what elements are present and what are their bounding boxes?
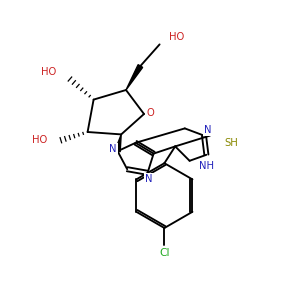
Polygon shape — [115, 134, 121, 152]
Text: Cl: Cl — [159, 248, 170, 258]
Text: HO: HO — [169, 32, 184, 42]
Text: N: N — [109, 144, 116, 154]
Polygon shape — [126, 64, 143, 90]
Text: N: N — [204, 124, 211, 135]
Text: HO: HO — [32, 135, 47, 146]
Text: NH: NH — [199, 160, 214, 171]
Text: O: O — [146, 108, 154, 118]
Text: HO: HO — [41, 67, 56, 77]
Text: SH: SH — [224, 138, 238, 148]
Text: N: N — [145, 174, 152, 184]
